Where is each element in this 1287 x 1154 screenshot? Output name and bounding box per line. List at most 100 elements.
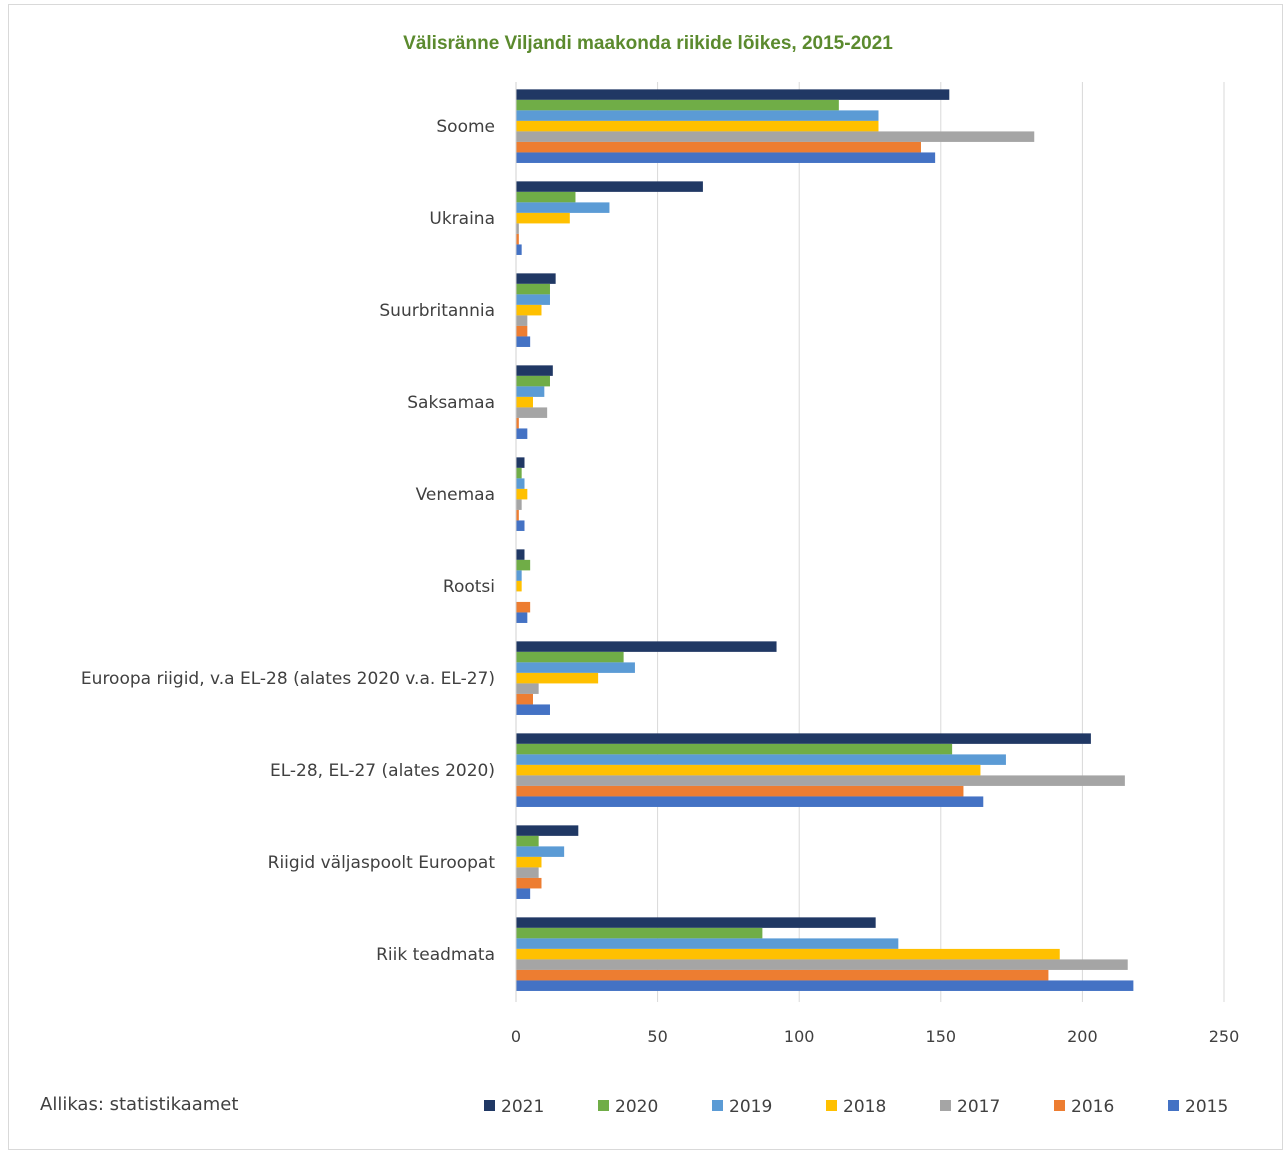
- category-label: Ukraina: [429, 209, 495, 229]
- bar-2015: [516, 612, 528, 623]
- bar-2021: [516, 181, 703, 192]
- legend-label: 2021: [501, 1097, 544, 1117]
- bar-2016: [516, 785, 964, 797]
- bar-2017: [516, 315, 528, 326]
- bar-2020: [516, 651, 624, 663]
- x-tick-label: 0: [511, 1027, 521, 1046]
- bar-2018: [516, 580, 522, 592]
- legend-label: 2020: [615, 1097, 658, 1117]
- legend-label: 2015: [1185, 1097, 1228, 1117]
- bar-2021: [516, 825, 579, 836]
- bar-2017: [516, 131, 1035, 142]
- bar-2015: [516, 244, 522, 255]
- x-tick-label: 100: [784, 1027, 815, 1046]
- bar-2020: [516, 835, 539, 847]
- bar-2021: [516, 89, 950, 100]
- bar-2016: [516, 969, 1049, 981]
- bar-2018: [516, 764, 981, 776]
- bar-2015: [516, 704, 550, 715]
- bar-2019: [516, 202, 610, 213]
- legend-swatch: [484, 1100, 495, 1111]
- legend-label: 2019: [729, 1097, 772, 1117]
- bar-2019: [516, 386, 545, 397]
- bar-2016: [516, 233, 519, 245]
- bars: [516, 89, 1134, 991]
- bar-2019: [516, 110, 879, 121]
- bar-2015: [516, 980, 1134, 991]
- bar-2016: [516, 325, 528, 337]
- bar-2020: [516, 559, 531, 571]
- bar-2019: [516, 570, 522, 581]
- bar-2018: [516, 856, 542, 868]
- bar-2015: [516, 428, 528, 439]
- category-label: Riik teadmata: [376, 945, 495, 965]
- bar-2017: [516, 223, 519, 234]
- bar-2019: [516, 754, 1006, 765]
- bar-2016: [516, 141, 921, 153]
- category-label: Suurbritannia: [379, 301, 495, 321]
- bar-2015: [516, 888, 531, 899]
- bar-2020: [516, 467, 522, 479]
- bar-2018: [516, 304, 542, 316]
- bar-2016: [516, 877, 542, 889]
- legend-swatch: [712, 1100, 723, 1111]
- bar-2021: [516, 365, 553, 376]
- bar-2020: [516, 743, 953, 755]
- category-label: Saksamaa: [407, 393, 495, 413]
- bar-2020: [516, 191, 576, 203]
- bar-2020: [516, 927, 763, 939]
- legend-label: 2017: [957, 1097, 1000, 1117]
- legend-swatch: [826, 1100, 837, 1111]
- bar-2018: [516, 672, 599, 684]
- bar-2017: [516, 959, 1128, 970]
- bar-2018: [516, 948, 1060, 960]
- x-tick-label: 50: [647, 1027, 667, 1046]
- chart-frame: [8, 4, 1283, 1150]
- bar-2021: [516, 917, 876, 928]
- x-tick-label: 200: [1067, 1027, 1098, 1046]
- tick-labels: 0 50 100 150 200 250: [511, 1027, 1239, 1046]
- bar-2017: [516, 867, 539, 878]
- bar-2018: [516, 120, 879, 132]
- bar-2018: [516, 212, 570, 224]
- bar-2020: [516, 283, 550, 295]
- legend-swatch: [598, 1100, 609, 1111]
- bar-2021: [516, 273, 556, 284]
- bar-2016: [516, 601, 531, 613]
- bar-2018: [516, 396, 533, 408]
- x-tick-label: 250: [1209, 1027, 1240, 1046]
- category-label: Venemaa: [416, 485, 495, 505]
- category-label: Rootsi: [443, 577, 495, 597]
- bar-2016: [516, 417, 519, 429]
- bar-2015: [516, 796, 984, 807]
- bar-2015: [516, 336, 531, 347]
- bar-2015: [516, 520, 525, 531]
- legend-swatch: [940, 1100, 951, 1111]
- bar-2019: [516, 938, 899, 949]
- bar-2017: [516, 407, 548, 418]
- bar-2015: [516, 152, 936, 163]
- legend-label: 2016: [1071, 1097, 1114, 1117]
- bar-2021: [516, 549, 525, 560]
- legend-swatch: [1168, 1100, 1179, 1111]
- category-label: Euroopa riigid, v.a EL-28 (alates 2020 v…: [81, 669, 495, 689]
- bar-2021: [516, 641, 777, 652]
- x-tick-label: 150: [926, 1027, 957, 1046]
- bar-2016: [516, 509, 519, 521]
- bar-2017: [516, 775, 1125, 786]
- bar-2019: [516, 478, 525, 489]
- bar-2021: [516, 457, 525, 468]
- bar-2016: [516, 693, 533, 705]
- category-label: Riigid väljaspoolt Euroopat: [268, 853, 496, 873]
- bar-2020: [516, 99, 839, 111]
- bar-2017: [516, 499, 522, 510]
- bar-2017: [516, 683, 539, 694]
- category-labels: Soome Ukraina Suurbritannia Saksamaa Venemaa…: [81, 117, 495, 965]
- bar-2018: [516, 488, 528, 500]
- legend-swatch: [1054, 1100, 1065, 1111]
- legend: 2021 2020 2019 2018 2017 2016 2015: [484, 1097, 1228, 1117]
- category-label: EL-28, EL-27 (alates 2020): [270, 761, 495, 781]
- gridlines: [657, 82, 1225, 1002]
- bar-2019: [516, 846, 565, 857]
